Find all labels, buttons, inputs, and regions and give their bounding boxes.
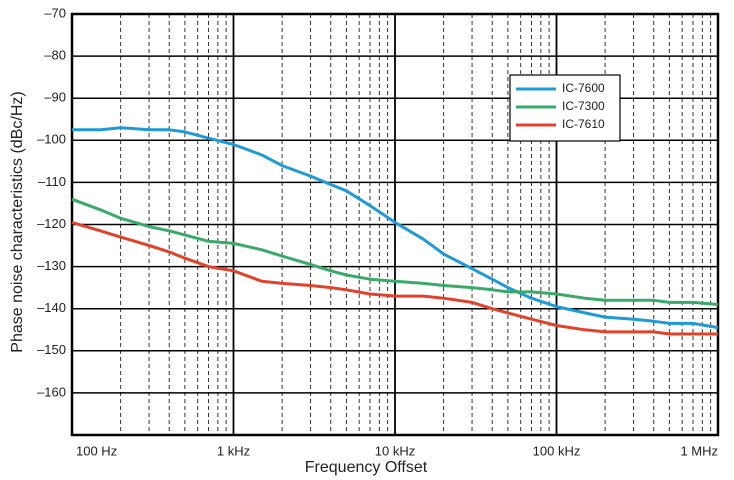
y-tick-label: –100 bbox=[37, 132, 66, 147]
x-tick-label: 100 Hz bbox=[76, 443, 117, 458]
x-axis-title: Frequency Offset bbox=[305, 459, 428, 476]
series-line bbox=[72, 126, 719, 330]
y-tick-label: –70 bbox=[44, 5, 66, 20]
x-tick-label: 100 kHz bbox=[533, 443, 581, 458]
y-tick-label: –90 bbox=[44, 90, 66, 105]
y-tick-label: –150 bbox=[37, 342, 66, 357]
legend: IC-7600 IC-7300 IC-7610 bbox=[509, 74, 621, 142]
series-line bbox=[71, 220, 718, 336]
y-tick-label: –160 bbox=[37, 384, 66, 399]
y-tick-label: –110 bbox=[38, 174, 66, 189]
y-axis-title: Phase noise characteristics (dBc/Hz) bbox=[9, 91, 26, 352]
y-tick-label: –140 bbox=[37, 300, 66, 315]
y-tick-label: –120 bbox=[37, 216, 66, 231]
y-tick-label: –80 bbox=[44, 48, 66, 63]
legend-label: IC-7610 bbox=[562, 117, 605, 131]
x-tick-label: 1 MHz bbox=[680, 443, 718, 458]
legend-label: IC-7300 bbox=[562, 99, 605, 113]
legend-label: IC-7600 bbox=[562, 81, 605, 95]
x-tick-label: 10 kHz bbox=[375, 443, 415, 458]
series-line bbox=[71, 197, 719, 306]
x-tick-label: 1 kHz bbox=[217, 443, 250, 458]
y-tick-label: –130 bbox=[37, 258, 66, 273]
plot-frame bbox=[70, 12, 720, 437]
